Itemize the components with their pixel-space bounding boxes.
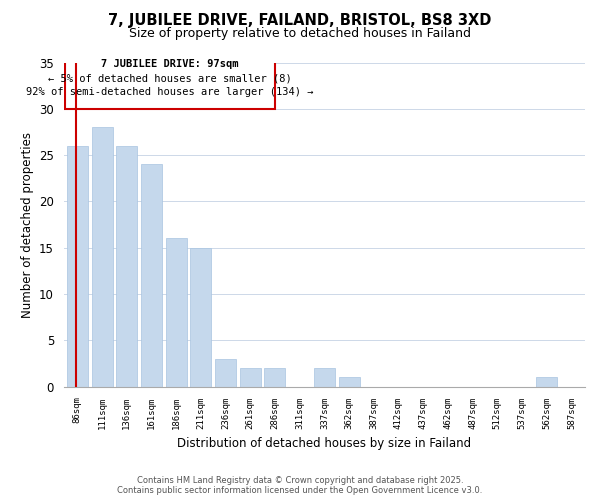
- Bar: [536, 378, 557, 386]
- Bar: [265, 368, 286, 386]
- Bar: [67, 146, 88, 386]
- Bar: [215, 359, 236, 386]
- Bar: [141, 164, 162, 386]
- Y-axis label: Number of detached properties: Number of detached properties: [20, 132, 34, 318]
- Text: Contains HM Land Registry data © Crown copyright and database right 2025.
Contai: Contains HM Land Registry data © Crown c…: [118, 476, 482, 495]
- Bar: [338, 378, 359, 386]
- Bar: [166, 238, 187, 386]
- Text: 7, JUBILEE DRIVE, FAILAND, BRISTOL, BS8 3XD: 7, JUBILEE DRIVE, FAILAND, BRISTOL, BS8 …: [109, 12, 491, 28]
- Bar: [190, 248, 211, 386]
- Text: 7 JUBILEE DRIVE: 97sqm: 7 JUBILEE DRIVE: 97sqm: [101, 60, 239, 70]
- Text: ← 5% of detached houses are smaller (8): ← 5% of detached houses are smaller (8): [49, 73, 292, 83]
- X-axis label: Distribution of detached houses by size in Failand: Distribution of detached houses by size …: [178, 437, 472, 450]
- Bar: [65, 58, 275, 109]
- Bar: [116, 146, 137, 386]
- Text: Size of property relative to detached houses in Failand: Size of property relative to detached ho…: [129, 28, 471, 40]
- Bar: [314, 368, 335, 386]
- Bar: [92, 128, 113, 386]
- Bar: [240, 368, 261, 386]
- Text: 92% of semi-detached houses are larger (134) →: 92% of semi-detached houses are larger (…: [26, 87, 314, 97]
